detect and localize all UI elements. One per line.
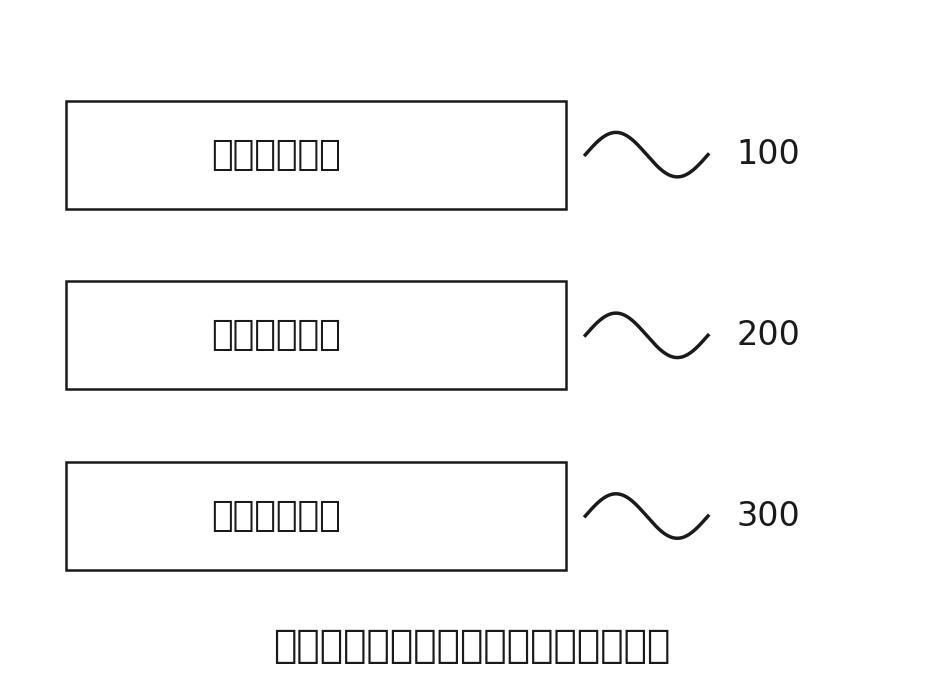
FancyBboxPatch shape <box>66 462 566 570</box>
Text: 在胸水荧光图像中检测肿瘤细胞的装置: 在胸水荧光图像中检测肿瘤细胞的装置 <box>274 628 670 665</box>
FancyBboxPatch shape <box>66 101 566 208</box>
Text: 偏移计算模块: 偏移计算模块 <box>211 318 341 352</box>
Text: 300: 300 <box>736 500 801 532</box>
Text: 100: 100 <box>736 138 801 171</box>
FancyBboxPatch shape <box>66 281 566 389</box>
Text: 筛选输出模块: 筛选输出模块 <box>211 499 341 533</box>
Text: 200: 200 <box>736 319 801 352</box>
Text: 细胞分割模块: 细胞分割模块 <box>211 138 341 172</box>
